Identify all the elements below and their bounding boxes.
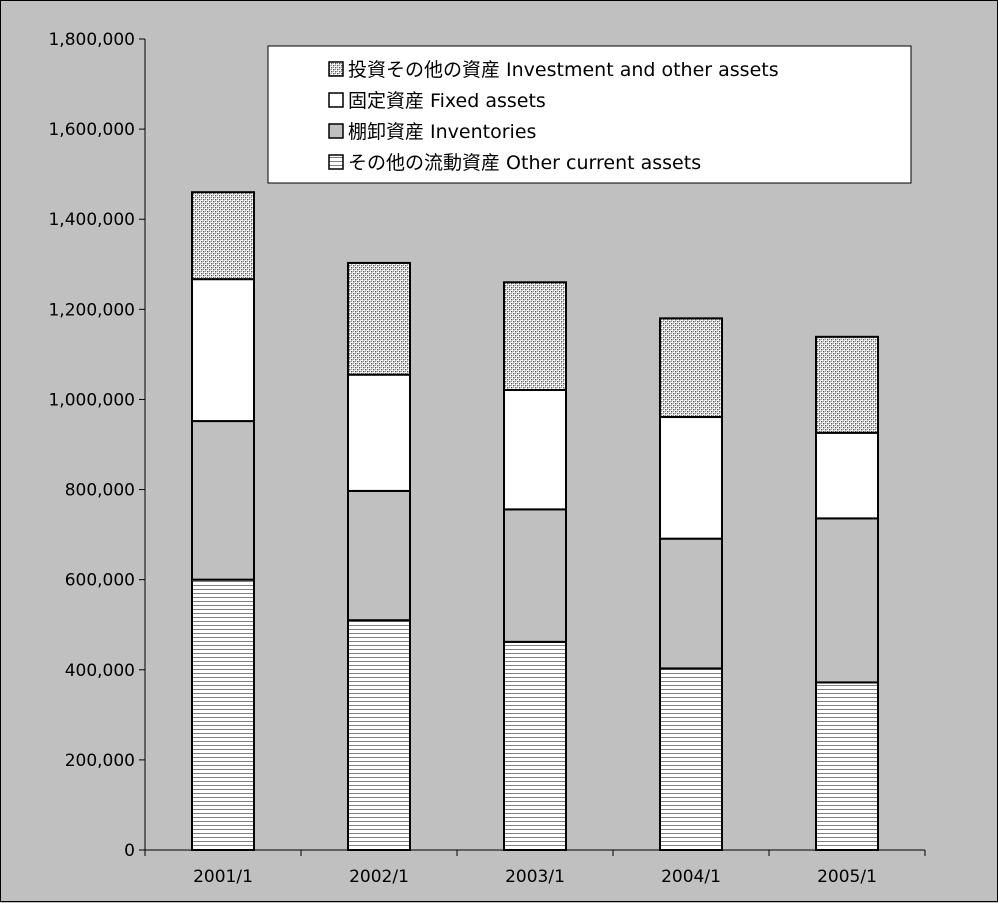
y-tick-label: 400,000 bbox=[65, 661, 135, 681]
bar-segment-2 bbox=[347, 373, 411, 492]
legend-label: 固定資産 Fixed assets bbox=[348, 90, 546, 112]
bar-segment-1 bbox=[503, 508, 567, 643]
bar-segment-3 bbox=[347, 261, 411, 376]
y-tick-label: 1,800,000 bbox=[48, 30, 135, 50]
bar-segment-3 bbox=[191, 191, 255, 281]
bar-segment-0 bbox=[503, 640, 567, 851]
legend-label: 投資その他の資産 Investment and other assets bbox=[348, 59, 779, 81]
y-tick-label: 600,000 bbox=[65, 571, 135, 591]
y-tick-label: 200,000 bbox=[65, 751, 135, 771]
x-tick-label: 2005/1 bbox=[817, 867, 877, 887]
bar-segment-3 bbox=[815, 335, 879, 434]
legend-label: 棚卸資産 Inventories bbox=[348, 121, 536, 143]
y-tick-label: 0 bbox=[124, 841, 135, 861]
bar-segment-2 bbox=[503, 388, 567, 511]
bar-segment-1 bbox=[815, 517, 879, 684]
bar-segment-0 bbox=[659, 667, 723, 851]
x-tick-label: 2004/1 bbox=[661, 867, 721, 887]
x-tick-label: 2003/1 bbox=[505, 867, 565, 887]
y-tick-label: 800,000 bbox=[65, 481, 135, 501]
y-tick-label: 1,400,000 bbox=[48, 210, 135, 230]
legend-swatch bbox=[328, 92, 344, 108]
bar-segment-3 bbox=[659, 317, 723, 419]
bar-segment-0 bbox=[815, 681, 879, 851]
axes: 0 200,000 400,000 600,000 800,000 1,000,000 1,… bbox=[48, 30, 926, 887]
y-tick-label: 1,000,000 bbox=[48, 390, 135, 410]
bar-segment-2 bbox=[815, 431, 879, 520]
y-tick-label: 1,200,000 bbox=[48, 300, 135, 320]
y-tick-label: 1,600,000 bbox=[48, 120, 135, 140]
bar-segment-2 bbox=[191, 278, 255, 423]
bar-segment-0 bbox=[191, 578, 255, 852]
legend: 投資その他の資産 Investment and other assets 固定資産… bbox=[267, 45, 912, 184]
legend-label: その他の流動資産 Other current assets bbox=[348, 152, 701, 174]
bar-segment-0 bbox=[347, 619, 411, 852]
bar-segment-1 bbox=[347, 489, 411, 622]
legend-swatch bbox=[328, 61, 344, 77]
bars bbox=[191, 191, 879, 852]
x-tick-label: 2002/1 bbox=[349, 867, 409, 887]
legend-swatch bbox=[328, 123, 344, 139]
legend-swatch bbox=[328, 154, 344, 170]
bar-segment-1 bbox=[191, 420, 255, 581]
x-tick-label: 2001/1 bbox=[193, 867, 253, 887]
bar-segment-3 bbox=[503, 281, 567, 391]
bar-segment-1 bbox=[659, 537, 723, 670]
legend-box bbox=[267, 45, 912, 184]
bar-segment-2 bbox=[659, 416, 723, 540]
